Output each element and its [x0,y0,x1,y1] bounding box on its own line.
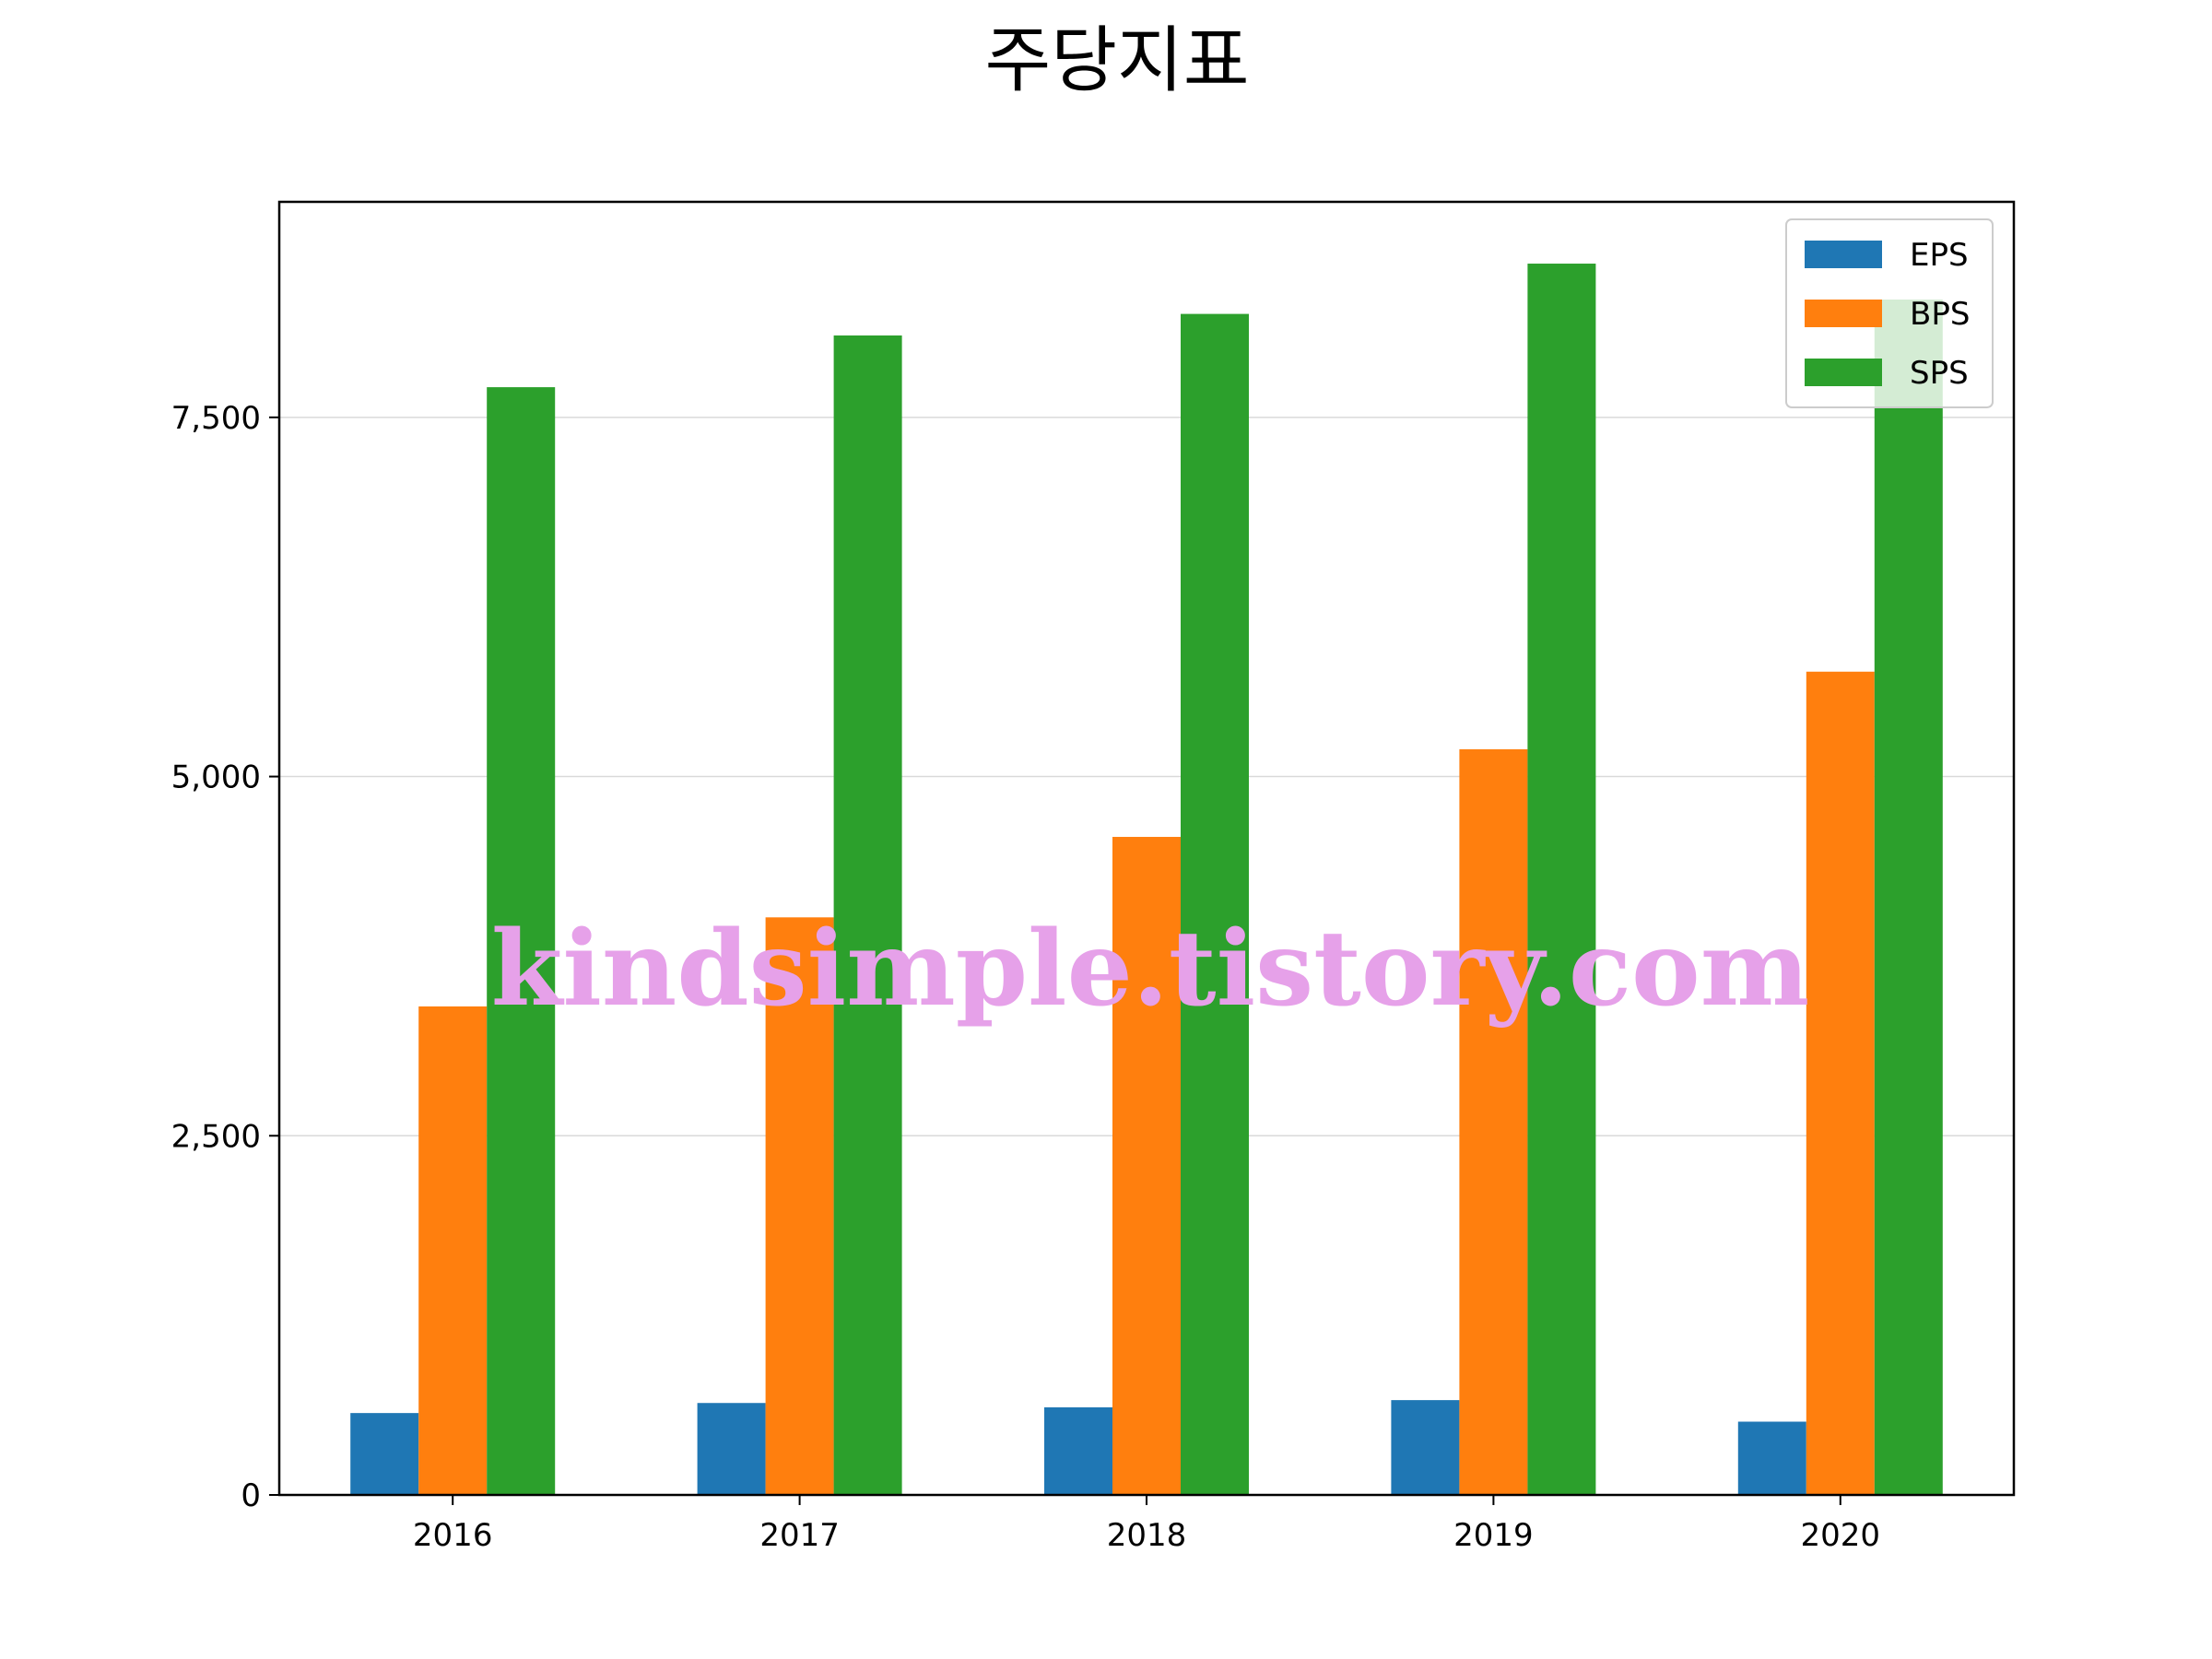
bar-sps-2020 [1874,300,1943,1496]
y-tick-label: 0 [241,1477,261,1514]
x-tick-label: 2016 [413,1517,493,1554]
legend-label-sps: SPS [1910,355,1969,392]
bar-sps-2019 [1527,264,1596,1495]
bar-bps-2019 [1459,748,1528,1495]
legend: EPS BPS SPS [1785,218,1994,408]
legend-swatch-bps [1805,300,1882,327]
legend-label-eps: EPS [1910,237,1969,274]
bar-eps-2019 [1391,1400,1460,1495]
bar-eps-2020 [1737,1421,1806,1495]
bar-eps-2016 [350,1413,419,1495]
x-tick-label: 2019 [1453,1517,1534,1554]
bar-bps-2016 [418,1006,488,1495]
bar-bps-2020 [1806,671,1875,1495]
bars [350,264,1943,1496]
bar-bps-2018 [1112,837,1181,1495]
x-tick-label: 2017 [759,1517,840,1554]
axis-ticks: 0 2,500 5,000 7,500 2016 2017 2018 2019 2020 [171,400,1880,1554]
bar-bps-2017 [765,917,834,1495]
bar-sps-2017 [833,335,902,1495]
x-tick-label: 2018 [1107,1517,1187,1554]
legend-swatch-sps [1805,359,1882,386]
legend-label-bps: BPS [1910,296,1970,333]
bar-eps-2018 [1044,1406,1112,1495]
y-tick-label: 7,500 [171,400,261,437]
watermark-text: kindsimple.tistory.com [491,909,1810,1030]
bar-eps-2017 [697,1403,766,1495]
bar-sps-2018 [1181,313,1249,1496]
legend-swatch-eps [1805,241,1882,268]
chart-title: 주당지표 [984,19,1249,102]
y-tick-label: 5,000 [171,759,261,796]
x-tick-label: 2020 [1801,1517,1881,1554]
bar-sps-2016 [487,387,556,1495]
y-tick-label: 2,500 [171,1118,261,1155]
